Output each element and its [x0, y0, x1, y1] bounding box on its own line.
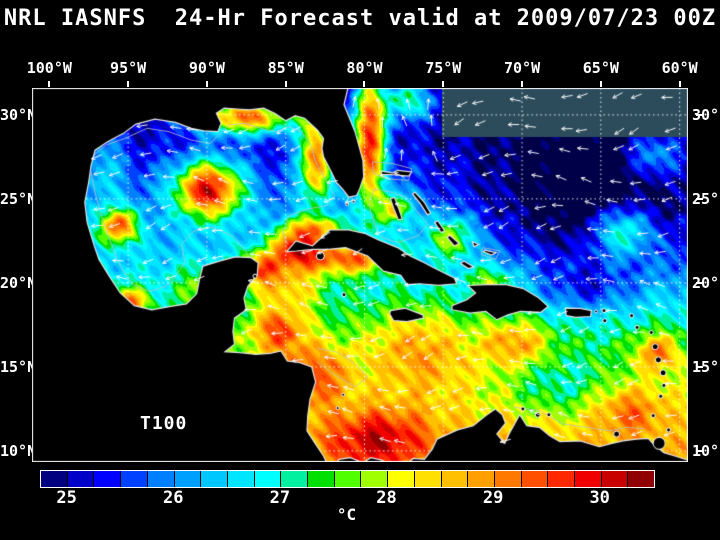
- lon-tickmark: [442, 81, 445, 87]
- colorbar-segment: [308, 471, 334, 487]
- colorbar: [40, 470, 655, 488]
- lat-tick-label: 30°N: [0, 105, 37, 124]
- lon-tick-label: 75°W: [425, 59, 462, 77]
- colorbar-segment: [494, 471, 521, 487]
- colorbar-segment: [254, 471, 281, 487]
- colorbar-segment: [521, 471, 548, 487]
- lat-tickmark-right: [696, 365, 703, 368]
- colorbar-segment: [41, 471, 67, 487]
- lat-tick-label: 15°N: [692, 357, 720, 376]
- colorbar-segment: [174, 471, 201, 487]
- lon-tickmark: [284, 81, 287, 87]
- lon-tick-label: 100°W: [26, 59, 72, 77]
- lat-tickmark-right: [696, 113, 703, 116]
- lon-tick-label: 65°W: [582, 59, 619, 77]
- depth-field-label: T100: [140, 413, 188, 434]
- colorbar-segment: [441, 471, 468, 487]
- colorbar-segment: [281, 471, 308, 487]
- lon-tickmark: [678, 81, 681, 87]
- lon-tickmark: [127, 81, 130, 87]
- colorbar-tick-label: 29: [482, 488, 504, 508]
- map-canvas: [32, 88, 688, 462]
- colorbar-segment: [201, 471, 227, 487]
- lon-tickmark: [521, 81, 524, 87]
- colorbar-segment: [468, 471, 494, 487]
- lat-tick-label: 25°N: [692, 189, 720, 208]
- colorbar-segment: [94, 471, 121, 487]
- lat-tick-label: 10°N: [692, 441, 720, 460]
- lat-tickmark-right: [696, 197, 703, 200]
- colorbar-segment: [601, 471, 628, 487]
- colorbar-segment: [548, 471, 575, 487]
- colorbar-tick-label: 28: [376, 488, 397, 508]
- lat-tick-label: 25°N: [0, 189, 37, 208]
- colorbar-tick-label: 27: [269, 488, 291, 508]
- lon-tickmark: [48, 81, 51, 87]
- lat-tick-label: 15°N: [0, 357, 37, 376]
- colorbar-segment: [121, 471, 147, 487]
- lat-tickmark-right: [696, 281, 703, 284]
- lon-tick-label: 85°W: [267, 59, 304, 77]
- lon-tick-label: 70°W: [504, 59, 541, 77]
- lon-tickmark: [205, 81, 208, 87]
- colorbar-segment: [361, 471, 388, 487]
- lat-tickmark-right: [696, 449, 703, 452]
- colorbar-segment: [575, 471, 601, 487]
- colorbar-tick-label: 30: [589, 488, 610, 508]
- colorbar-unit: °C: [336, 505, 357, 524]
- lat-tick-label: 10°N: [0, 441, 37, 460]
- lat-tick-label: 20°N: [692, 273, 720, 292]
- colorbar-segment: [227, 471, 254, 487]
- colorbar-segment: [147, 471, 174, 487]
- lon-tickmark: [363, 81, 366, 87]
- colorbar-segment: [67, 471, 94, 487]
- colorbar-tick-label: 25: [56, 488, 77, 508]
- lat-tick-label: 30°N: [692, 105, 720, 124]
- lon-tickmark: [599, 81, 602, 87]
- lon-tick-label: 95°W: [110, 59, 147, 77]
- lat-tick-label: 20°N: [0, 273, 37, 292]
- colorbar-tick-label: 26: [163, 488, 184, 508]
- colorbar-segment: [628, 471, 655, 487]
- lon-tick-label: 60°W: [661, 59, 698, 77]
- colorbar-segment: [334, 471, 361, 487]
- lon-tick-label: 80°W: [346, 59, 383, 77]
- lon-tick-label: 90°W: [188, 59, 225, 77]
- plot-title: NRL IASNFS 24-Hr Forecast valid at 2009/…: [3, 6, 717, 31]
- colorbar-segment: [414, 471, 441, 487]
- colorbar-segment: [388, 471, 414, 487]
